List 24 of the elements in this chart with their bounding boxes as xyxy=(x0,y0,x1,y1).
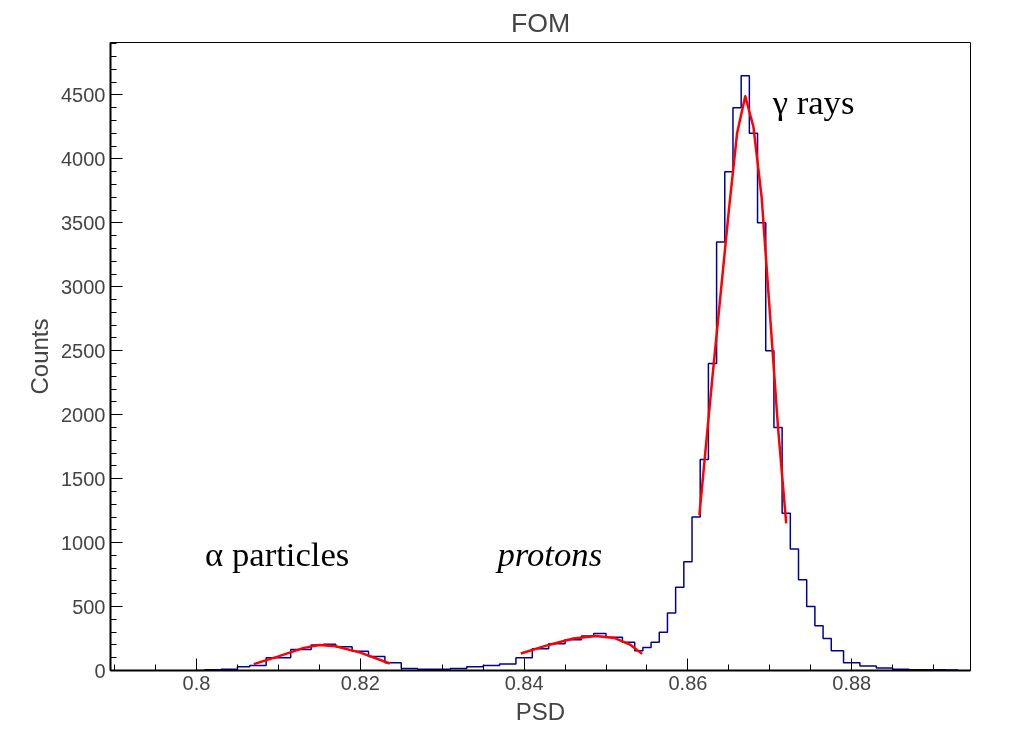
annotation: γ rays xyxy=(771,83,855,121)
x-tick-label: 0.86 xyxy=(668,671,708,694)
y-tick-label: 500 xyxy=(72,595,106,618)
y-tick-label: 4500 xyxy=(61,83,106,106)
y-tick-label: 0 xyxy=(94,659,106,682)
chart-title: FOM xyxy=(510,7,571,38)
x-tick-label: 0.82 xyxy=(340,671,380,694)
y-tick-label: 4000 xyxy=(61,147,106,170)
line-series xyxy=(252,643,392,666)
annotation: α particles xyxy=(205,535,350,574)
y-tick-label: 1000 xyxy=(61,531,106,554)
x-tick-label: 0.8 xyxy=(182,671,211,694)
y-tick-label: 3500 xyxy=(61,211,106,234)
y-tick-label: 1500 xyxy=(61,467,106,490)
line-series xyxy=(698,94,788,525)
line-series xyxy=(519,634,644,656)
y-tick-label: 2500 xyxy=(61,339,106,362)
y-axis-title: Counts xyxy=(26,318,54,395)
y-tick-label: 2000 xyxy=(61,403,106,426)
x-tick-label: 0.84 xyxy=(504,671,544,694)
x-tick-label: 0.88 xyxy=(832,671,872,694)
x-axis-title: PSD xyxy=(515,697,566,725)
annotation: protons xyxy=(494,535,603,574)
y-tick-label: 3000 xyxy=(61,275,106,298)
